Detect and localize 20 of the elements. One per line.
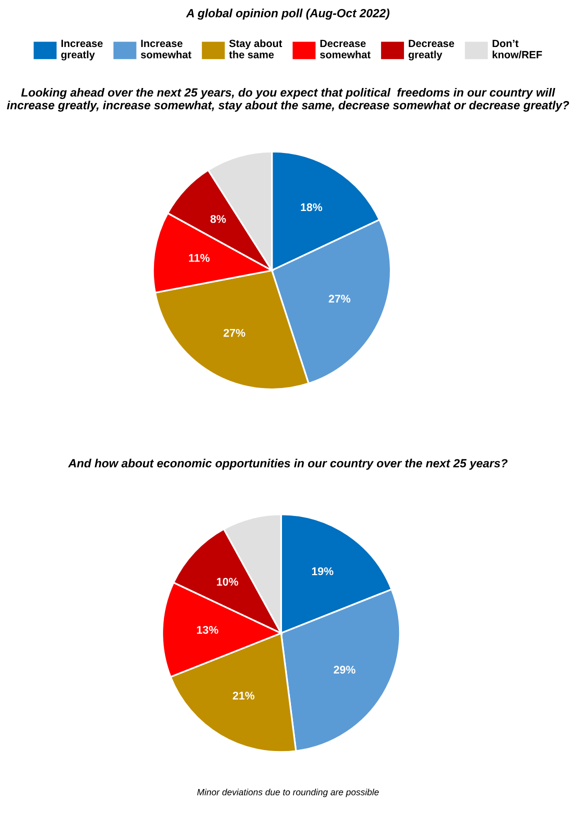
- chart-title: A global opinion poll (Aug-Oct 2022): [186, 8, 390, 20]
- legend-label: Increase somewhat: [140, 40, 192, 58]
- legend-label: Decrease somewhat: [320, 40, 371, 58]
- data-label: 13%: [197, 626, 218, 634]
- data-label: 18%: [300, 203, 322, 212]
- data-label: 11%: [188, 254, 210, 262]
- chart-subtitle: And how about economic opportunities in our country over the next 25 years?: [68, 458, 508, 470]
- data-label: 21%: [232, 692, 254, 700]
- legend-label: Stay about the same: [229, 39, 282, 58]
- legend-label: Decrease greatly: [408, 40, 454, 60]
- data-label: 27%: [224, 328, 246, 337]
- text: Minor deviations due to rounding are possible: [197, 788, 379, 798]
- data-label: 10%: [216, 578, 238, 586]
- data-label: 19%: [312, 567, 334, 576]
- legend-label: Don’t know/REF: [492, 40, 542, 58]
- data-label: 29%: [334, 666, 356, 674]
- data-label: 27%: [328, 294, 350, 303]
- text: Looking ahead over the next 25 years, do you expect that political freedoms in our country will increase greatly, increase somewhat, stay about the same, decrease somewhat or decrease greatly?: [6, 88, 570, 112]
- data-label: 8%: [210, 215, 226, 223]
- legend-label: Increase greatly: [61, 40, 103, 60]
